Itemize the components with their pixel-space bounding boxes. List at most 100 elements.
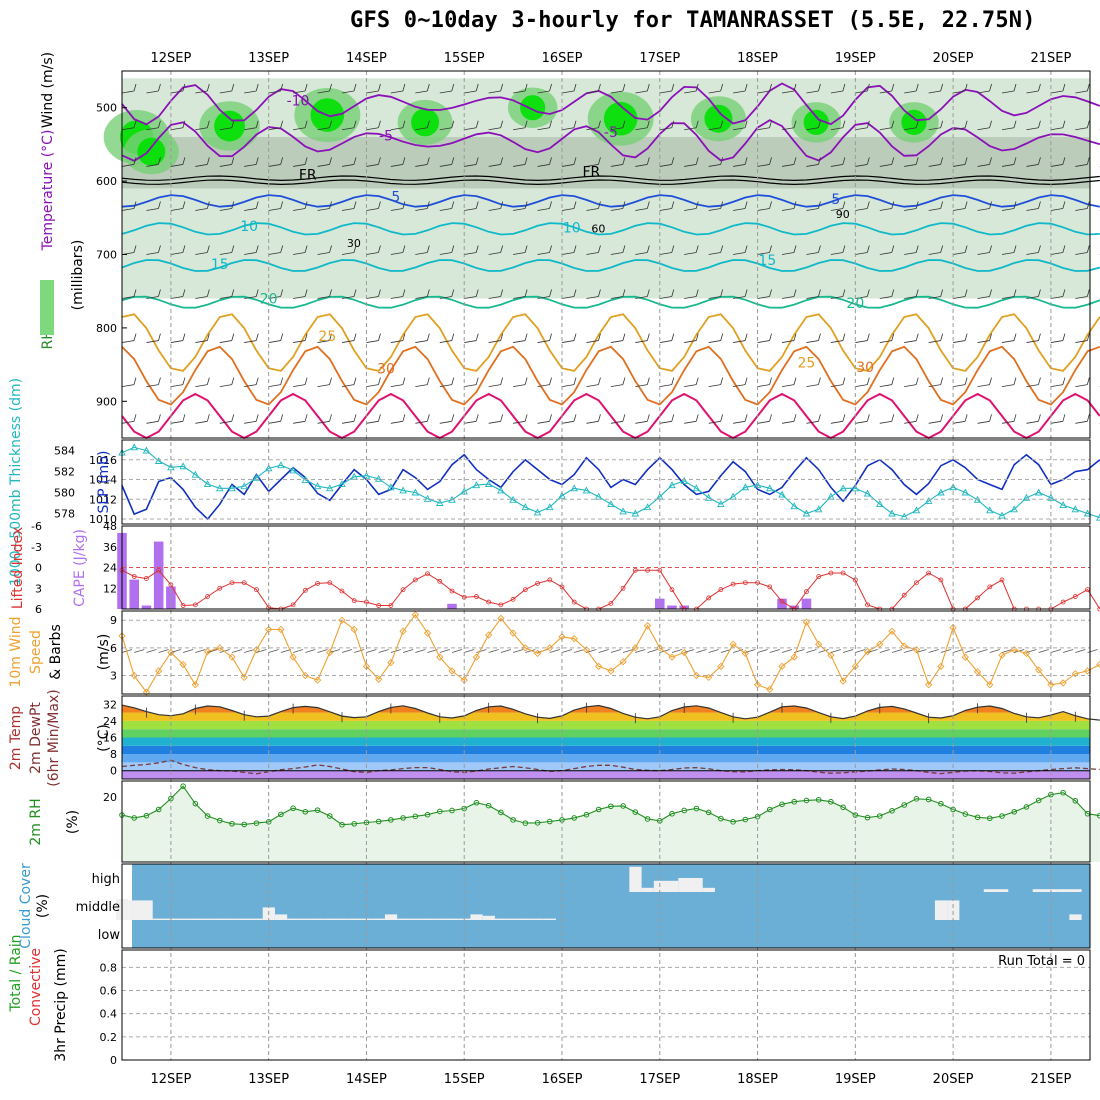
li-marker bbox=[425, 571, 430, 577]
wind-barb bbox=[708, 420, 721, 424]
wind-barb bbox=[769, 157, 772, 165]
wind-barb bbox=[524, 201, 528, 209]
top-date-label: 17SEP bbox=[639, 51, 680, 66]
li-marker bbox=[669, 587, 675, 593]
wind-barb bbox=[977, 127, 990, 131]
wind-barb bbox=[855, 90, 868, 94]
wind-barb bbox=[904, 252, 917, 255]
wind-barb bbox=[659, 420, 672, 424]
wind-marker bbox=[179, 660, 187, 669]
wind-barb bbox=[671, 157, 675, 165]
wind-barb bbox=[733, 252, 746, 255]
wind-barb bbox=[206, 377, 210, 385]
wind-marker bbox=[375, 675, 383, 683]
wind-barb bbox=[915, 377, 919, 385]
wind-barb bbox=[1001, 296, 1015, 299]
wind-barb bbox=[1050, 296, 1063, 299]
cloud-bar bbox=[177, 918, 190, 920]
wind-barb bbox=[513, 296, 526, 299]
wind-marker bbox=[411, 611, 419, 619]
wind-barb bbox=[879, 296, 892, 299]
wind-barb bbox=[1026, 296, 1039, 299]
wind-barb bbox=[610, 90, 623, 94]
wind-barb bbox=[426, 120, 430, 128]
wind-barb bbox=[121, 384, 135, 388]
wind-barb bbox=[182, 649, 194, 653]
wind-barb bbox=[182, 289, 186, 297]
temperature-contour bbox=[121, 345, 1100, 406]
contour-label: FR bbox=[582, 165, 600, 181]
thickness-marker bbox=[1034, 488, 1043, 496]
wind-barb bbox=[977, 296, 990, 299]
wind-barb bbox=[818, 201, 821, 209]
wind-marker bbox=[301, 671, 309, 680]
wind-barb bbox=[695, 120, 699, 128]
wind-barb bbox=[231, 414, 235, 422]
wind-barb bbox=[598, 83, 601, 92]
wind-barb bbox=[158, 649, 169, 653]
wind-barb bbox=[549, 649, 560, 653]
rh-contour-label: 30 bbox=[347, 237, 361, 250]
li-marker bbox=[535, 581, 540, 586]
wind-barb bbox=[390, 90, 403, 94]
wind-barb bbox=[904, 90, 917, 94]
rh-bright-patch bbox=[137, 137, 166, 166]
wind-barb bbox=[293, 252, 306, 255]
thickness-marker bbox=[949, 483, 957, 491]
wind-barb bbox=[1013, 157, 1017, 165]
cloud-unit-label: (%) bbox=[35, 894, 51, 918]
precip-tick-label: 0.6 bbox=[100, 985, 118, 998]
cloud-bar bbox=[934, 900, 948, 920]
wind-barb bbox=[500, 649, 512, 653]
wind-barb bbox=[977, 340, 990, 343]
wind-barb bbox=[402, 377, 406, 385]
wind-barb bbox=[915, 245, 919, 253]
bottom-date-label: 20SEP bbox=[933, 1072, 974, 1087]
wind-barb bbox=[806, 252, 819, 255]
thickness-marker bbox=[277, 461, 285, 469]
wind-barb bbox=[341, 164, 355, 167]
wind-barb bbox=[622, 377, 626, 385]
wind-barb bbox=[182, 245, 186, 253]
wind-barb bbox=[353, 245, 357, 253]
wind-barb bbox=[586, 252, 599, 255]
wind-barb bbox=[1050, 208, 1063, 211]
wind-barb bbox=[255, 414, 259, 422]
cloud-bar bbox=[947, 900, 960, 920]
pressure-tick-label: 600 bbox=[96, 175, 117, 188]
wind-barb bbox=[757, 420, 770, 424]
wind-barb bbox=[586, 420, 599, 424]
li-marker bbox=[938, 577, 944, 583]
wind-barb bbox=[855, 384, 868, 388]
wind-marker bbox=[876, 640, 884, 648]
wind-barb bbox=[195, 252, 208, 255]
wind-barb bbox=[146, 384, 159, 388]
wind-barb bbox=[573, 289, 577, 297]
cloud-bar bbox=[397, 918, 410, 920]
wind-barb bbox=[733, 127, 746, 131]
cloud-bar bbox=[666, 880, 679, 892]
wind-barb bbox=[695, 201, 699, 209]
wind-barb bbox=[793, 245, 797, 253]
wind-barb bbox=[304, 120, 308, 128]
wind-barb bbox=[317, 340, 330, 343]
wind-barb bbox=[439, 340, 452, 343]
wind-barb bbox=[439, 127, 452, 131]
wind-barb bbox=[635, 90, 648, 94]
wind-barb bbox=[219, 90, 232, 94]
wind-barb bbox=[598, 289, 601, 297]
wind-barb bbox=[426, 201, 430, 209]
wind-barb bbox=[390, 296, 403, 299]
cape-bar bbox=[667, 605, 677, 609]
wind-barb bbox=[1038, 201, 1041, 209]
wind-barb bbox=[317, 90, 330, 94]
wind-barb bbox=[574, 649, 585, 653]
wind-barb bbox=[855, 296, 868, 299]
wind-barb bbox=[244, 90, 257, 94]
wind-barb bbox=[610, 649, 622, 653]
wind-barb bbox=[635, 208, 648, 211]
wind-axis-label: Wind (m/s) bbox=[40, 52, 56, 128]
wind-barb bbox=[317, 649, 328, 653]
wind-marker bbox=[937, 662, 945, 670]
wind-barb bbox=[573, 201, 577, 209]
